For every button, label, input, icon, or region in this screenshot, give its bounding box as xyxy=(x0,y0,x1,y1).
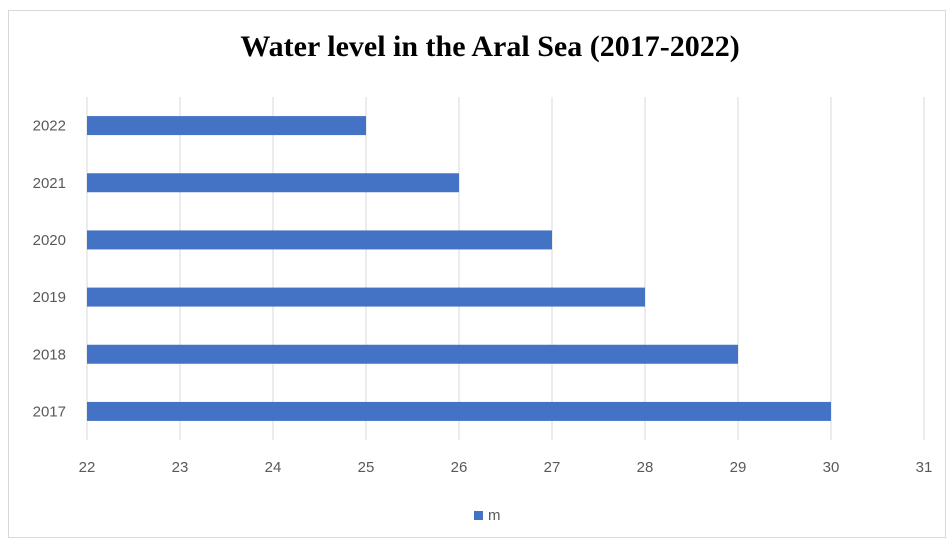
y-tick-label: 2021 xyxy=(33,175,66,192)
x-tick-label: 31 xyxy=(916,459,933,476)
y-tick-label: 2018 xyxy=(33,346,66,363)
y-tick-labels: 2022 2021 2020 2019 2018 2017 xyxy=(33,118,66,421)
bar-2017 xyxy=(87,401,831,421)
y-tick-label: 2017 xyxy=(33,403,66,420)
y-tick-label: 2022 xyxy=(33,118,66,135)
x-tick-label: 29 xyxy=(730,459,747,476)
bar-2021 xyxy=(87,173,459,193)
x-tick-label: 27 xyxy=(544,459,561,476)
x-tick-labels: 22 23 24 25 26 27 28 29 30 31 xyxy=(79,459,933,476)
bars xyxy=(87,116,831,421)
y-tick-label: 2020 xyxy=(33,232,66,249)
bar-2022 xyxy=(87,116,366,136)
bar-2018 xyxy=(87,344,738,364)
x-tick-label: 26 xyxy=(451,459,468,476)
chart-title: Water level in the Aral Sea (2017-2022) xyxy=(240,30,739,63)
x-tick-label: 30 xyxy=(823,459,840,476)
legend-swatch-m xyxy=(474,511,483,520)
bar-2019 xyxy=(87,287,645,307)
y-tick-label: 2019 xyxy=(33,289,66,306)
legend: m xyxy=(474,507,501,524)
x-tick-label: 25 xyxy=(358,459,375,476)
bar-2020 xyxy=(87,230,552,250)
x-tick-label: 28 xyxy=(637,459,654,476)
chart-frame xyxy=(8,10,946,538)
x-tick-label: 23 xyxy=(172,459,189,476)
legend-label-m: m xyxy=(488,507,501,524)
x-tick-label: 24 xyxy=(265,459,282,476)
x-tick-label: 22 xyxy=(79,459,96,476)
gridlines xyxy=(86,97,925,440)
